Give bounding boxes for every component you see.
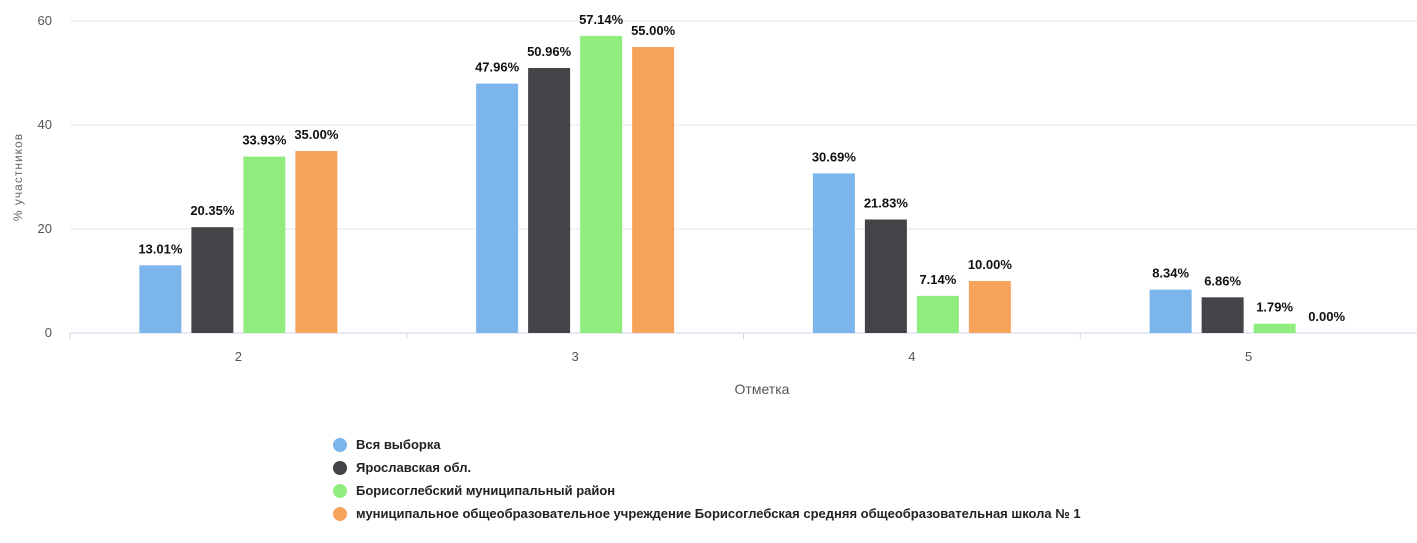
data-label: 55.00%	[631, 23, 676, 38]
x-axis: 2 3 4 5	[69, 333, 1252, 364]
legend: Вся выборка Ярославская обл. Борисоглебски…	[333, 433, 1081, 525]
data-label: 8.34%	[1152, 266, 1189, 281]
y-axis-title: % участников	[11, 133, 25, 221]
bar[interactable]	[139, 265, 182, 333]
bar[interactable]	[295, 151, 338, 333]
legend-item[interactable]: Вся выборка	[333, 433, 1081, 456]
y-axis: 0 20 40 60	[38, 13, 52, 340]
legend-marker-icon	[333, 460, 347, 475]
bar[interactable]	[243, 156, 286, 333]
legend-item[interactable]: Борисоглебский муниципальный район	[333, 479, 1081, 502]
bars	[139, 35, 1296, 334]
y-tick-label: 20	[38, 221, 52, 236]
bar[interactable]	[864, 219, 907, 333]
x-tick-label: 2	[235, 349, 242, 364]
x-tick-label: 5	[1245, 349, 1252, 364]
bar[interactable]	[580, 35, 623, 333]
bar[interactable]	[476, 83, 519, 333]
x-tick-label: 4	[908, 349, 915, 364]
legend-marker-icon	[333, 437, 347, 452]
bar[interactable]	[191, 227, 234, 333]
bar[interactable]	[968, 281, 1011, 333]
data-label: 20.35%	[190, 203, 235, 218]
bar[interactable]	[528, 68, 571, 334]
bar-chart: 0 20 40 60 2 3 4 5 13.01% 47.96% 30.69% 8.34% 20.3…	[11, 12, 1417, 397]
legend-label: Борисоглебский муниципальный район	[356, 483, 616, 498]
y-tick-label: 0	[45, 325, 52, 340]
legend-item[interactable]: Ярославская обл.	[333, 456, 1081, 479]
y-tick-label: 60	[38, 13, 52, 28]
legend-marker-icon	[333, 483, 347, 498]
bar[interactable]	[632, 47, 675, 333]
legend-label: Ярославская обл.	[356, 460, 472, 475]
data-label: 33.93%	[242, 133, 287, 148]
legend-label: муниципальное общеобразовательное учрежд…	[356, 506, 1081, 521]
x-axis-title: Отметка	[735, 381, 790, 397]
data-labels: 13.01% 47.96% 30.69% 8.34% 20.35% 50.96% 21.83…	[138, 12, 1345, 324]
data-label: 7.14%	[919, 272, 956, 287]
legend-marker-icon	[333, 506, 347, 521]
bar[interactable]	[1253, 323, 1296, 333]
bar[interactable]	[1149, 289, 1192, 333]
legend-label: Вся выборка	[356, 437, 441, 452]
data-label: 57.14%	[579, 12, 624, 27]
data-label: 6.86%	[1204, 273, 1241, 288]
data-label: 13.01%	[138, 241, 183, 256]
bar[interactable]	[812, 173, 855, 333]
y-tick-label: 40	[38, 117, 52, 132]
data-label: 47.96%	[475, 60, 520, 75]
data-label: 21.83%	[864, 195, 909, 210]
legend-item[interactable]: муниципальное общеобразовательное учрежд…	[333, 502, 1081, 525]
data-label: 30.69%	[812, 149, 857, 164]
data-label: 0.00%	[1308, 309, 1345, 324]
bar[interactable]	[916, 295, 959, 333]
data-label: 50.96%	[527, 44, 572, 59]
data-label: 35.00%	[294, 127, 339, 142]
bar[interactable]	[1201, 297, 1244, 333]
x-tick-label: 3	[572, 349, 579, 364]
data-label: 1.79%	[1256, 300, 1293, 315]
data-label: 10.00%	[968, 257, 1013, 272]
